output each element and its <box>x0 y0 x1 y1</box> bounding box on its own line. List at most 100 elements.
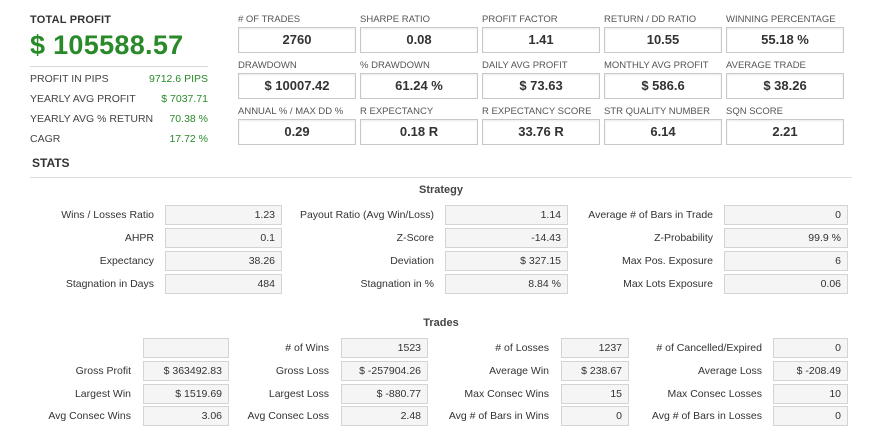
metric-label: SHARPE RATIO <box>360 14 431 25</box>
summary-row-label: YEARLY AVG PROFIT <box>30 93 136 105</box>
stat-label: Stagnation in % <box>360 278 434 290</box>
metric-value: $ 10007.42 <box>238 73 356 99</box>
stat-label: Expectancy <box>99 255 154 267</box>
metric-profit-factor: PROFIT FACTOR 1.41 <box>482 14 600 60</box>
metric-label: ANNUAL % / MAX DD % <box>238 106 344 117</box>
metric-value: 61.24 % <box>360 73 478 99</box>
stat-value: 1.23 <box>165 205 282 225</box>
trade-label: # of Losses <box>495 342 549 354</box>
metric-sqn-score: SQN SCORE 2.21 <box>726 106 844 152</box>
trade-label: Max Consec Losses <box>667 388 762 400</box>
metric-label: DRAWDOWN <box>238 60 297 71</box>
metric-label: PROFIT FACTOR <box>482 14 558 25</box>
metric-value: 0.08 <box>360 27 478 53</box>
stat-value: 484 <box>165 274 282 294</box>
summary-row-label: PROFIT IN PIPS <box>30 73 109 85</box>
summary-row-cagr: CAGR 17.72 % <box>30 129 208 149</box>
total-profit-value: $ 105588.57 <box>30 30 184 60</box>
summary-row-yearly-profit: YEARLY AVG PROFIT $ 7037.71 <box>30 89 208 109</box>
strategy-title: Strategy <box>418 184 464 196</box>
metric-label: WINNING PERCENTAGE <box>726 14 836 25</box>
summary-row-value: 9712.6 PIPS <box>149 73 208 85</box>
metric-value: 55.18 % <box>726 27 844 53</box>
trade-value: 3.06 <box>143 406 229 426</box>
trade-value: $ 238.67 <box>561 361 629 381</box>
summary-row-label: CAGR <box>30 133 61 145</box>
trade-label: # of Wins <box>285 342 329 354</box>
trade-value: $ -208.49 <box>773 361 848 381</box>
stat-label: Z-Score <box>396 232 434 244</box>
stat-value: 0 <box>724 205 848 225</box>
metric-annual-maxdd: ANNUAL % / MAX DD % 0.29 <box>238 106 356 152</box>
metric-label: MONTHLY AVG PROFIT <box>604 60 709 71</box>
metric-winning-pct: WINNING PERCENTAGE 55.18 % <box>726 14 844 60</box>
stat-value: 8.84 % <box>445 274 568 294</box>
summary-row-yearly-return: YEARLY AVG % RETURN 70.38 % <box>30 109 208 129</box>
stat-value: 0.06 <box>724 274 848 294</box>
stat-value: 38.26 <box>165 251 282 271</box>
trade-label: Average Win <box>489 365 549 377</box>
trades-title: Trades <box>423 317 459 329</box>
trade-value: $ -880.77 <box>341 384 428 404</box>
metric-daily-avg: DAILY AVG PROFIT $ 73.63 <box>482 60 600 106</box>
stat-label: Stagnation in Days <box>65 278 154 290</box>
total-profit-label: TOTAL PROFIT <box>30 14 112 26</box>
trade-label: Gross Loss <box>275 365 329 377</box>
metric-trades: # OF TRADES 2760 <box>238 14 356 60</box>
metric-label: R EXPECTANCY SCORE <box>482 106 592 117</box>
trade-value: 1523 <box>341 338 428 358</box>
stat-value: 6 <box>724 251 848 271</box>
stat-label: AHPR <box>124 232 154 244</box>
metric-value: $ 586.6 <box>604 73 722 99</box>
trade-value: 1237 <box>561 338 629 358</box>
trade-label: Avg Consec Wins <box>48 410 131 422</box>
trade-label: Max Consec Wins <box>464 388 549 400</box>
summary-row-value: 17.72 % <box>169 133 208 145</box>
metric-value: 33.76 R <box>482 119 600 145</box>
metric-str-quality: STR QUALITY NUMBER 6.14 <box>604 106 722 152</box>
trade-value: 0 <box>561 406 629 426</box>
metric-pct-drawdown: % DRAWDOWN 61.24 % <box>360 60 478 106</box>
stat-label: Max Pos. Exposure <box>621 255 713 267</box>
metric-label: DAILY AVG PROFIT <box>482 60 568 71</box>
profit-summary-panel: TOTAL PROFIT $ 105588.57 PROFIT IN PIPS … <box>30 14 208 149</box>
trade-value: 0 <box>773 338 848 358</box>
metric-label: SQN SCORE <box>726 106 784 117</box>
trade-value: 15 <box>561 384 629 404</box>
metric-value: 0.18 R <box>360 119 478 145</box>
trade-label: # of Cancelled/Expired <box>656 342 762 354</box>
stat-label: Deviation <box>390 255 434 267</box>
trade-label: Avg # of Bars in Wins <box>448 410 549 422</box>
stat-value: 1.14 <box>445 205 568 225</box>
trade-value: $ -257904.26 <box>341 361 428 381</box>
metric-sharpe: SHARPE RATIO 0.08 <box>360 14 478 60</box>
metric-r-expectancy-score: R EXPECTANCY SCORE 33.76 R <box>482 106 600 152</box>
trade-label: Avg # of Bars in Losses <box>651 410 762 422</box>
stat-value: 99.9 % <box>724 228 848 248</box>
trade-label: Largest Loss <box>268 388 329 400</box>
stats-heading: STATS <box>32 156 70 170</box>
metric-value: 0.29 <box>238 119 356 145</box>
metric-label: AVERAGE TRADE <box>726 60 806 71</box>
metric-monthly-avg: MONTHLY AVG PROFIT $ 586.6 <box>604 60 722 106</box>
stat-label: Payout Ratio (Avg Win/Loss) <box>299 209 434 221</box>
trade-value: $ 363492.83 <box>143 361 229 381</box>
divider <box>30 177 852 178</box>
stat-label: Max Lots Exposure <box>623 278 713 290</box>
metric-label: # OF TRADES <box>238 14 301 25</box>
trade-label: Avg Consec Loss <box>247 410 329 422</box>
metric-average-trade: AVERAGE TRADE $ 38.26 <box>726 60 844 106</box>
metric-label: % DRAWDOWN <box>360 60 430 71</box>
summary-row-label: YEARLY AVG % RETURN <box>30 113 154 125</box>
metrics-grid: # OF TRADES 2760 SHARPE RATIO 0.08 PROFIT … <box>238 14 844 152</box>
metric-value: 6.14 <box>604 119 722 145</box>
summary-row-pips: PROFIT IN PIPS 9712.6 PIPS <box>30 69 208 89</box>
metric-label: R EXPECTANCY <box>360 106 434 117</box>
trade-value: $ 1519.69 <box>143 384 229 404</box>
metric-label: RETURN / DD RATIO <box>604 14 697 25</box>
stat-label: Z-Probability <box>654 232 713 244</box>
divider <box>30 66 208 67</box>
metric-value: 1.41 <box>482 27 600 53</box>
stat-label: Average # of Bars in Trade <box>588 209 713 221</box>
metric-r-expectancy: R EXPECTANCY 0.18 R <box>360 106 478 152</box>
